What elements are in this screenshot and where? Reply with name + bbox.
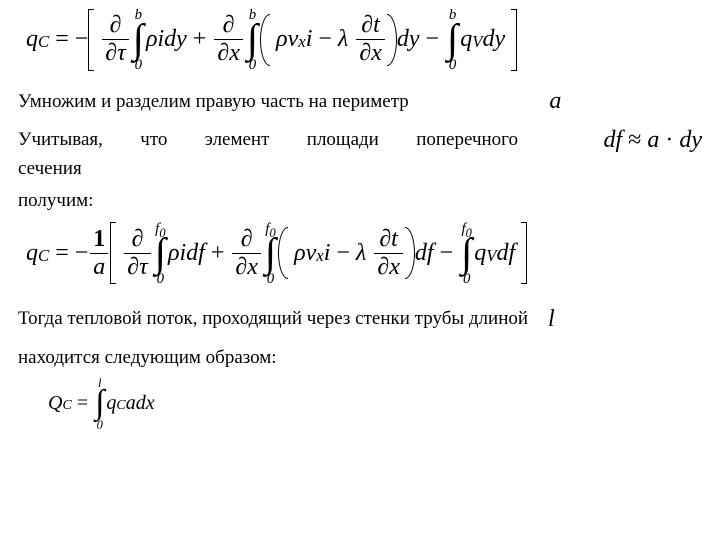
d-dtau: ∂ ∂τ [102, 13, 128, 66]
d-dx: ∂ ∂x [214, 13, 243, 66]
text: сечения [18, 156, 702, 182]
text: получим: [18, 188, 702, 214]
right-paren [387, 14, 397, 66]
equation-1: qC = − ∂ ∂τ b ∫ 0 ρidy + ∂ ∂x b ∫ 0 ρvxi [26, 8, 702, 71]
paragraph-heat-flux: Тогда тепловой поток, проходящий через с… [18, 303, 702, 335]
integral-icon: f0 ∫ 0 [265, 222, 276, 285]
equation-2: qC = − 1 a ∂ ∂τ f0 ∫ 0 ρidf + ∂ ∂x f0 [26, 222, 702, 285]
integral-icon: f0 ∫ 0 [461, 222, 472, 285]
integral-icon: l ∫ 0 [95, 377, 104, 430]
integral-icon: b ∫ 0 [447, 8, 458, 71]
paragraph-multiply: Умножим и разделим правую часть на перим… [18, 85, 702, 117]
var-l: l [548, 303, 555, 335]
integral-icon: b ∫ 0 [247, 8, 258, 71]
paragraph-area-element: Учитывая, что элемент площади поперечног… [18, 124, 702, 156]
integral-icon: f0 ∫ 0 [155, 222, 166, 285]
text: находится следующим образом: [18, 345, 702, 371]
var-a: a [549, 85, 561, 117]
integral-icon: b ∫ 0 [133, 8, 144, 71]
left-bracket [88, 9, 94, 71]
inline-eq-df: df ≈ a · dy [604, 124, 703, 156]
text: Умножим и разделим правую часть на перим… [18, 89, 535, 115]
text: Учитывая, что элемент площади поперечног… [18, 127, 518, 153]
equation-3: QC = l ∫ 0 qCadx [48, 377, 702, 430]
one-over-a: 1 a [90, 227, 108, 280]
right-bracket [511, 9, 517, 71]
text: Тогда тепловой поток, проходящий через с… [18, 306, 528, 332]
var-qc: q [26, 26, 38, 53]
dt-dx: ∂t ∂x [356, 13, 385, 66]
left-paren [260, 14, 270, 66]
